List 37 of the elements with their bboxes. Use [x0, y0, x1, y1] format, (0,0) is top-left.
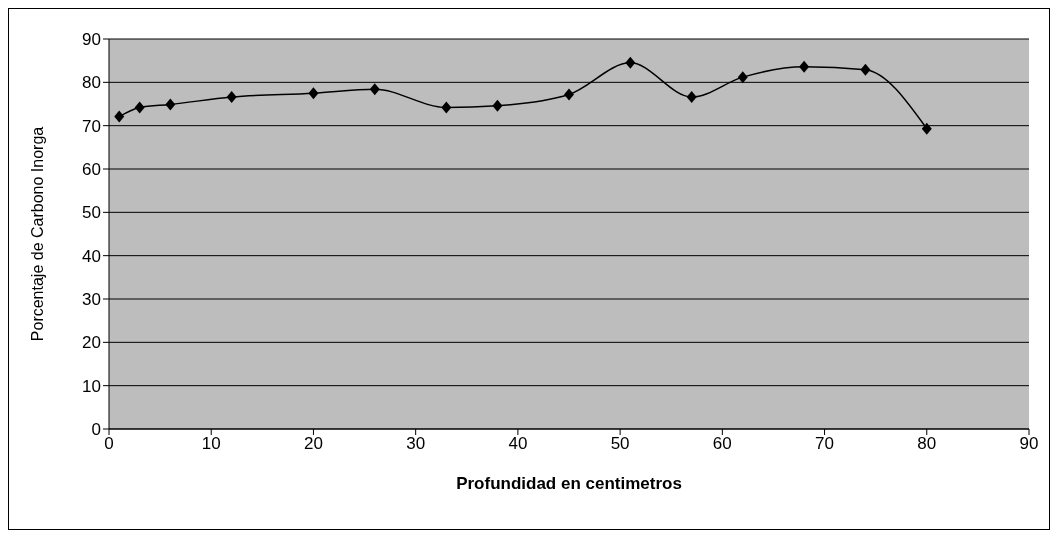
y-tick-label: 70 — [82, 116, 101, 136]
point — [441, 101, 452, 114]
y-tick-label: 10 — [82, 376, 101, 396]
point — [134, 101, 145, 114]
point — [114, 110, 125, 123]
point — [564, 88, 574, 101]
y-tick-label: 30 — [82, 290, 101, 310]
x-tick-label: 0 — [104, 434, 114, 454]
x-tick-label: 50 — [610, 434, 630, 454]
x-tick-label: 10 — [201, 434, 221, 454]
point — [625, 56, 636, 69]
point — [737, 71, 748, 84]
y-tick-label: 40 — [82, 246, 101, 266]
x-axis-title: Profundidad en centimetros — [456, 474, 682, 493]
y-tick-label: 50 — [82, 203, 101, 223]
point — [686, 91, 697, 104]
point — [369, 83, 380, 96]
point — [492, 99, 503, 112]
point — [799, 60, 810, 73]
y-tick-label: 80 — [82, 73, 101, 93]
x-tick-label: 30 — [406, 434, 426, 454]
y-tick-label: 20 — [82, 333, 101, 353]
y-tick-label: 90 — [82, 30, 101, 50]
y-axis-title: Porcentaje de Carbono Inorga — [28, 126, 46, 342]
point — [860, 63, 871, 76]
x-tick-label: 60 — [712, 434, 732, 454]
x-tick-label: 70 — [815, 434, 835, 454]
y-tick-label: 60 — [82, 160, 101, 180]
x-tick-label: 40 — [508, 434, 528, 454]
x-tick-label: 90 — [1019, 434, 1039, 454]
point — [226, 91, 237, 104]
y-tick-label: 0 — [91, 420, 101, 440]
point — [308, 87, 319, 100]
x-tick-label: 80 — [917, 434, 937, 454]
x-tick-label: 20 — [303, 434, 323, 454]
point — [165, 98, 176, 111]
point — [921, 122, 932, 135]
